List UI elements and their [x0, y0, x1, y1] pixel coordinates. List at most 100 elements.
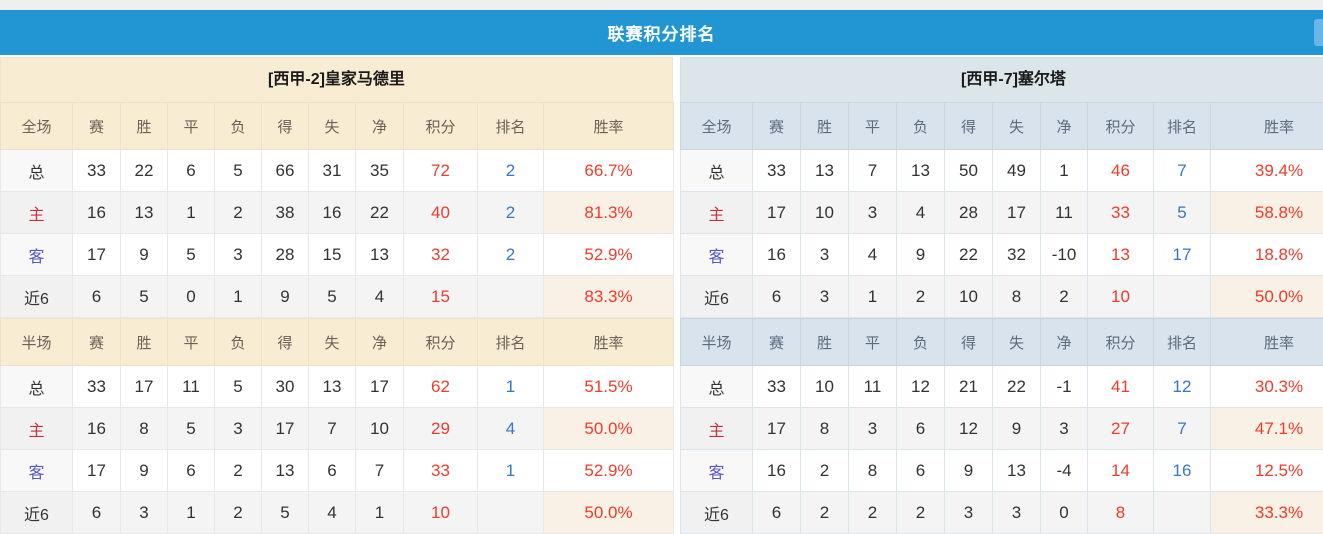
column-header: 平	[849, 103, 897, 150]
stat-cell: 5	[121, 276, 168, 318]
stat-cell: 6	[897, 450, 945, 492]
stat-cell: 13	[121, 192, 168, 234]
stat-cell: 0	[1041, 492, 1088, 534]
column-header: 排名	[1154, 319, 1211, 366]
stat-cell: 13	[262, 450, 309, 492]
row-label: 主	[681, 192, 753, 234]
rank-cell: 1	[478, 450, 544, 492]
stat-cell: 22	[945, 234, 993, 276]
rate-cell: 39.4%	[1211, 150, 1323, 192]
stat-cell: 6	[73, 276, 121, 318]
rate-cell: 50.0%	[544, 492, 674, 534]
row-label: 近6	[681, 492, 753, 534]
stat-cell: 17	[262, 408, 309, 450]
rate-cell: 58.8%	[1211, 192, 1323, 234]
stat-cell: -1	[1041, 366, 1088, 408]
stat-cell: 3	[849, 408, 897, 450]
stat-cell: 2	[897, 492, 945, 534]
stat-cell: 10	[945, 276, 993, 318]
points-cell: 29	[404, 408, 478, 450]
column-header: 得	[262, 319, 309, 366]
rank-cell: 2	[478, 192, 544, 234]
stat-cell: 8	[801, 408, 849, 450]
points-cell: 27	[1088, 408, 1154, 450]
column-header: 胜率	[544, 319, 674, 366]
rank-cell: 2	[478, 234, 544, 276]
column-header: 平	[168, 319, 215, 366]
row-label: 客	[1, 450, 73, 492]
team-name: [西甲-2]皇家马德里	[0, 57, 673, 102]
column-header: 积分	[1088, 319, 1154, 366]
stat-cell: 10	[801, 366, 849, 408]
column-header: 得	[945, 319, 993, 366]
stat-cell: 9	[993, 408, 1041, 450]
stat-cell: 4	[897, 192, 945, 234]
stat-cell: 13	[356, 234, 404, 276]
rate-cell: 30.3%	[1211, 366, 1323, 408]
stat-cell: 3	[945, 492, 993, 534]
rank-cell: 4	[478, 408, 544, 450]
stat-cell: 38	[262, 192, 309, 234]
stat-cell: 21	[945, 366, 993, 408]
stat-cell: 13	[993, 450, 1041, 492]
stat-cell: 49	[993, 150, 1041, 192]
stat-cell: 1	[356, 492, 404, 534]
points-cell: 14	[1088, 450, 1154, 492]
stat-cell: 16	[73, 408, 121, 450]
stat-cell: 35	[356, 150, 404, 192]
stat-cell: 9	[897, 234, 945, 276]
rate-cell: 66.7%	[544, 150, 674, 192]
stat-cell: 2	[215, 492, 262, 534]
rank-cell: 1	[478, 366, 544, 408]
stat-cell: 17	[73, 450, 121, 492]
row-label: 客	[1, 234, 73, 276]
corner-button[interactable]	[1314, 19, 1323, 46]
stat-cell: 3	[215, 234, 262, 276]
column-header: 失	[993, 103, 1041, 150]
column-header: 失	[993, 319, 1041, 366]
stat-cell: 3	[215, 408, 262, 450]
stat-cell: 1	[849, 276, 897, 318]
points-cell: 62	[404, 366, 478, 408]
stat-cell: 4	[309, 492, 356, 534]
row-label: 总	[681, 366, 753, 408]
rank-cell: 5	[1154, 192, 1211, 234]
stat-cell: 1	[168, 492, 215, 534]
rank-cell: 2	[478, 150, 544, 192]
points-cell: 13	[1088, 234, 1154, 276]
stat-cell: 33	[73, 366, 121, 408]
stat-cell: -4	[1041, 450, 1088, 492]
page-title: 联赛积分排名	[608, 20, 716, 45]
stat-cell: 9	[121, 450, 168, 492]
title-bar: 联赛积分排名	[0, 10, 1323, 55]
stat-cell: 3	[801, 276, 849, 318]
stat-cell: 28	[945, 192, 993, 234]
column-header: 胜率	[1211, 103, 1323, 150]
row-label: 客	[681, 234, 753, 276]
stat-cell: 6	[168, 150, 215, 192]
stat-cell: 5	[168, 408, 215, 450]
stat-cell: 33	[753, 150, 801, 192]
stat-cell: 6	[753, 276, 801, 318]
column-header: 得	[262, 103, 309, 150]
points-cell: 46	[1088, 150, 1154, 192]
column-header: 半场	[1, 319, 73, 366]
row-label: 客	[681, 450, 753, 492]
stat-cell: 16	[73, 192, 121, 234]
stat-cell: 5	[168, 234, 215, 276]
stat-cell: 17	[356, 366, 404, 408]
rate-cell: 52.9%	[544, 234, 674, 276]
stat-cell: 50	[945, 150, 993, 192]
column-header: 积分	[404, 103, 478, 150]
